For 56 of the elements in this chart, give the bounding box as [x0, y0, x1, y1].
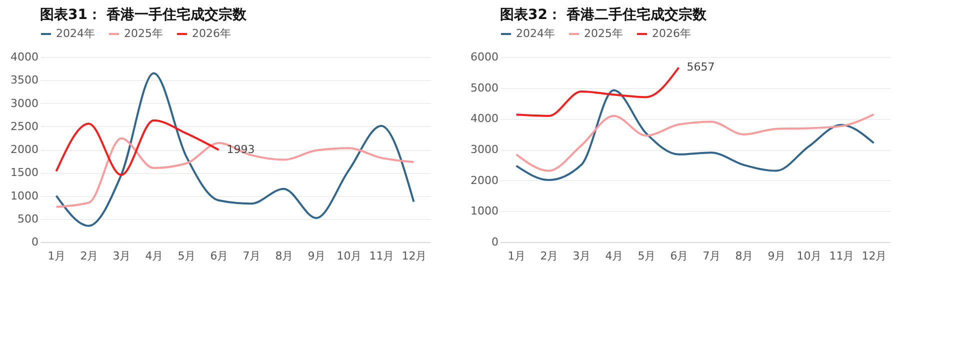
x-tick-label: 12月 — [402, 250, 427, 262]
x-tick-label: 8月 — [275, 250, 294, 262]
line-series — [55, 137, 415, 208]
legend-label: 2025年 — [584, 27, 623, 40]
y-tick-label: 0 — [32, 236, 38, 248]
y-tick-label: 0 — [492, 236, 498, 248]
y-tick-label: 500 — [18, 212, 38, 226]
y-tick-label: 3000 — [10, 96, 38, 110]
y-tick-label: 2000 — [10, 143, 38, 156]
x-tick-label: 7月 — [242, 250, 261, 262]
y-tick-label: 6000 — [470, 50, 498, 64]
y-tick-label: 1500 — [10, 166, 38, 180]
x-tick-label: 1月 — [48, 250, 66, 262]
y-tick-label: 2000 — [470, 174, 498, 187]
x-tick-label: 3月 — [112, 250, 131, 262]
line-series — [515, 66, 680, 117]
legend-label: 2025年 — [124, 27, 163, 40]
x-tick-label: 12月 — [862, 250, 887, 262]
x-tick-label: 1月 — [508, 250, 526, 262]
chart-title: 图表32： 香港二手住宅成交宗数 — [500, 6, 708, 23]
legend-label: 2024年 — [516, 27, 555, 40]
x-tick-label: 2月 — [80, 250, 98, 262]
line-series — [55, 72, 415, 227]
line-series — [515, 89, 875, 182]
legend-label: 2026年 — [652, 27, 691, 40]
y-tick-label: 4000 — [470, 112, 498, 126]
x-tick-label: 7月 — [702, 250, 721, 262]
line-series — [55, 119, 220, 176]
x-tick-label: 5月 — [638, 250, 656, 262]
x-tick-label: 10月 — [336, 250, 362, 262]
y-tick-label: 1000 — [10, 189, 38, 202]
data-label: 5657 — [686, 60, 715, 74]
y-tick-label: 5000 — [470, 81, 498, 94]
data-label: 1993 — [226, 142, 255, 156]
x-tick-label: 8月 — [735, 250, 754, 262]
x-tick-label: 10月 — [796, 250, 822, 262]
y-tick-label: 4000 — [10, 50, 38, 64]
legend-label: 2024年 — [56, 27, 95, 40]
x-tick-label: 11月 — [829, 250, 854, 262]
x-tick-label: 6月 — [210, 250, 228, 262]
x-tick-label: 6月 — [670, 250, 688, 262]
x-tick-label: 4月 — [145, 250, 164, 262]
chart-title: 图表31： 香港一手住宅成交宗数 — [40, 6, 248, 23]
y-tick-label: 3000 — [470, 143, 498, 156]
y-tick-label: 3500 — [10, 74, 38, 87]
x-tick-label: 4月 — [605, 250, 624, 262]
legend-label: 2026年 — [192, 27, 231, 40]
x-tick-label: 5月 — [178, 250, 196, 262]
x-tick-label: 2月 — [540, 250, 558, 262]
y-tick-label: 1000 — [470, 204, 498, 218]
y-tick-label: 2500 — [10, 120, 38, 133]
x-tick-label: 11月 — [369, 250, 394, 262]
x-tick-label: 3月 — [572, 250, 591, 262]
x-tick-label: 9月 — [768, 250, 786, 262]
x-tick-label: 9月 — [308, 250, 326, 262]
line-series — [515, 113, 875, 172]
